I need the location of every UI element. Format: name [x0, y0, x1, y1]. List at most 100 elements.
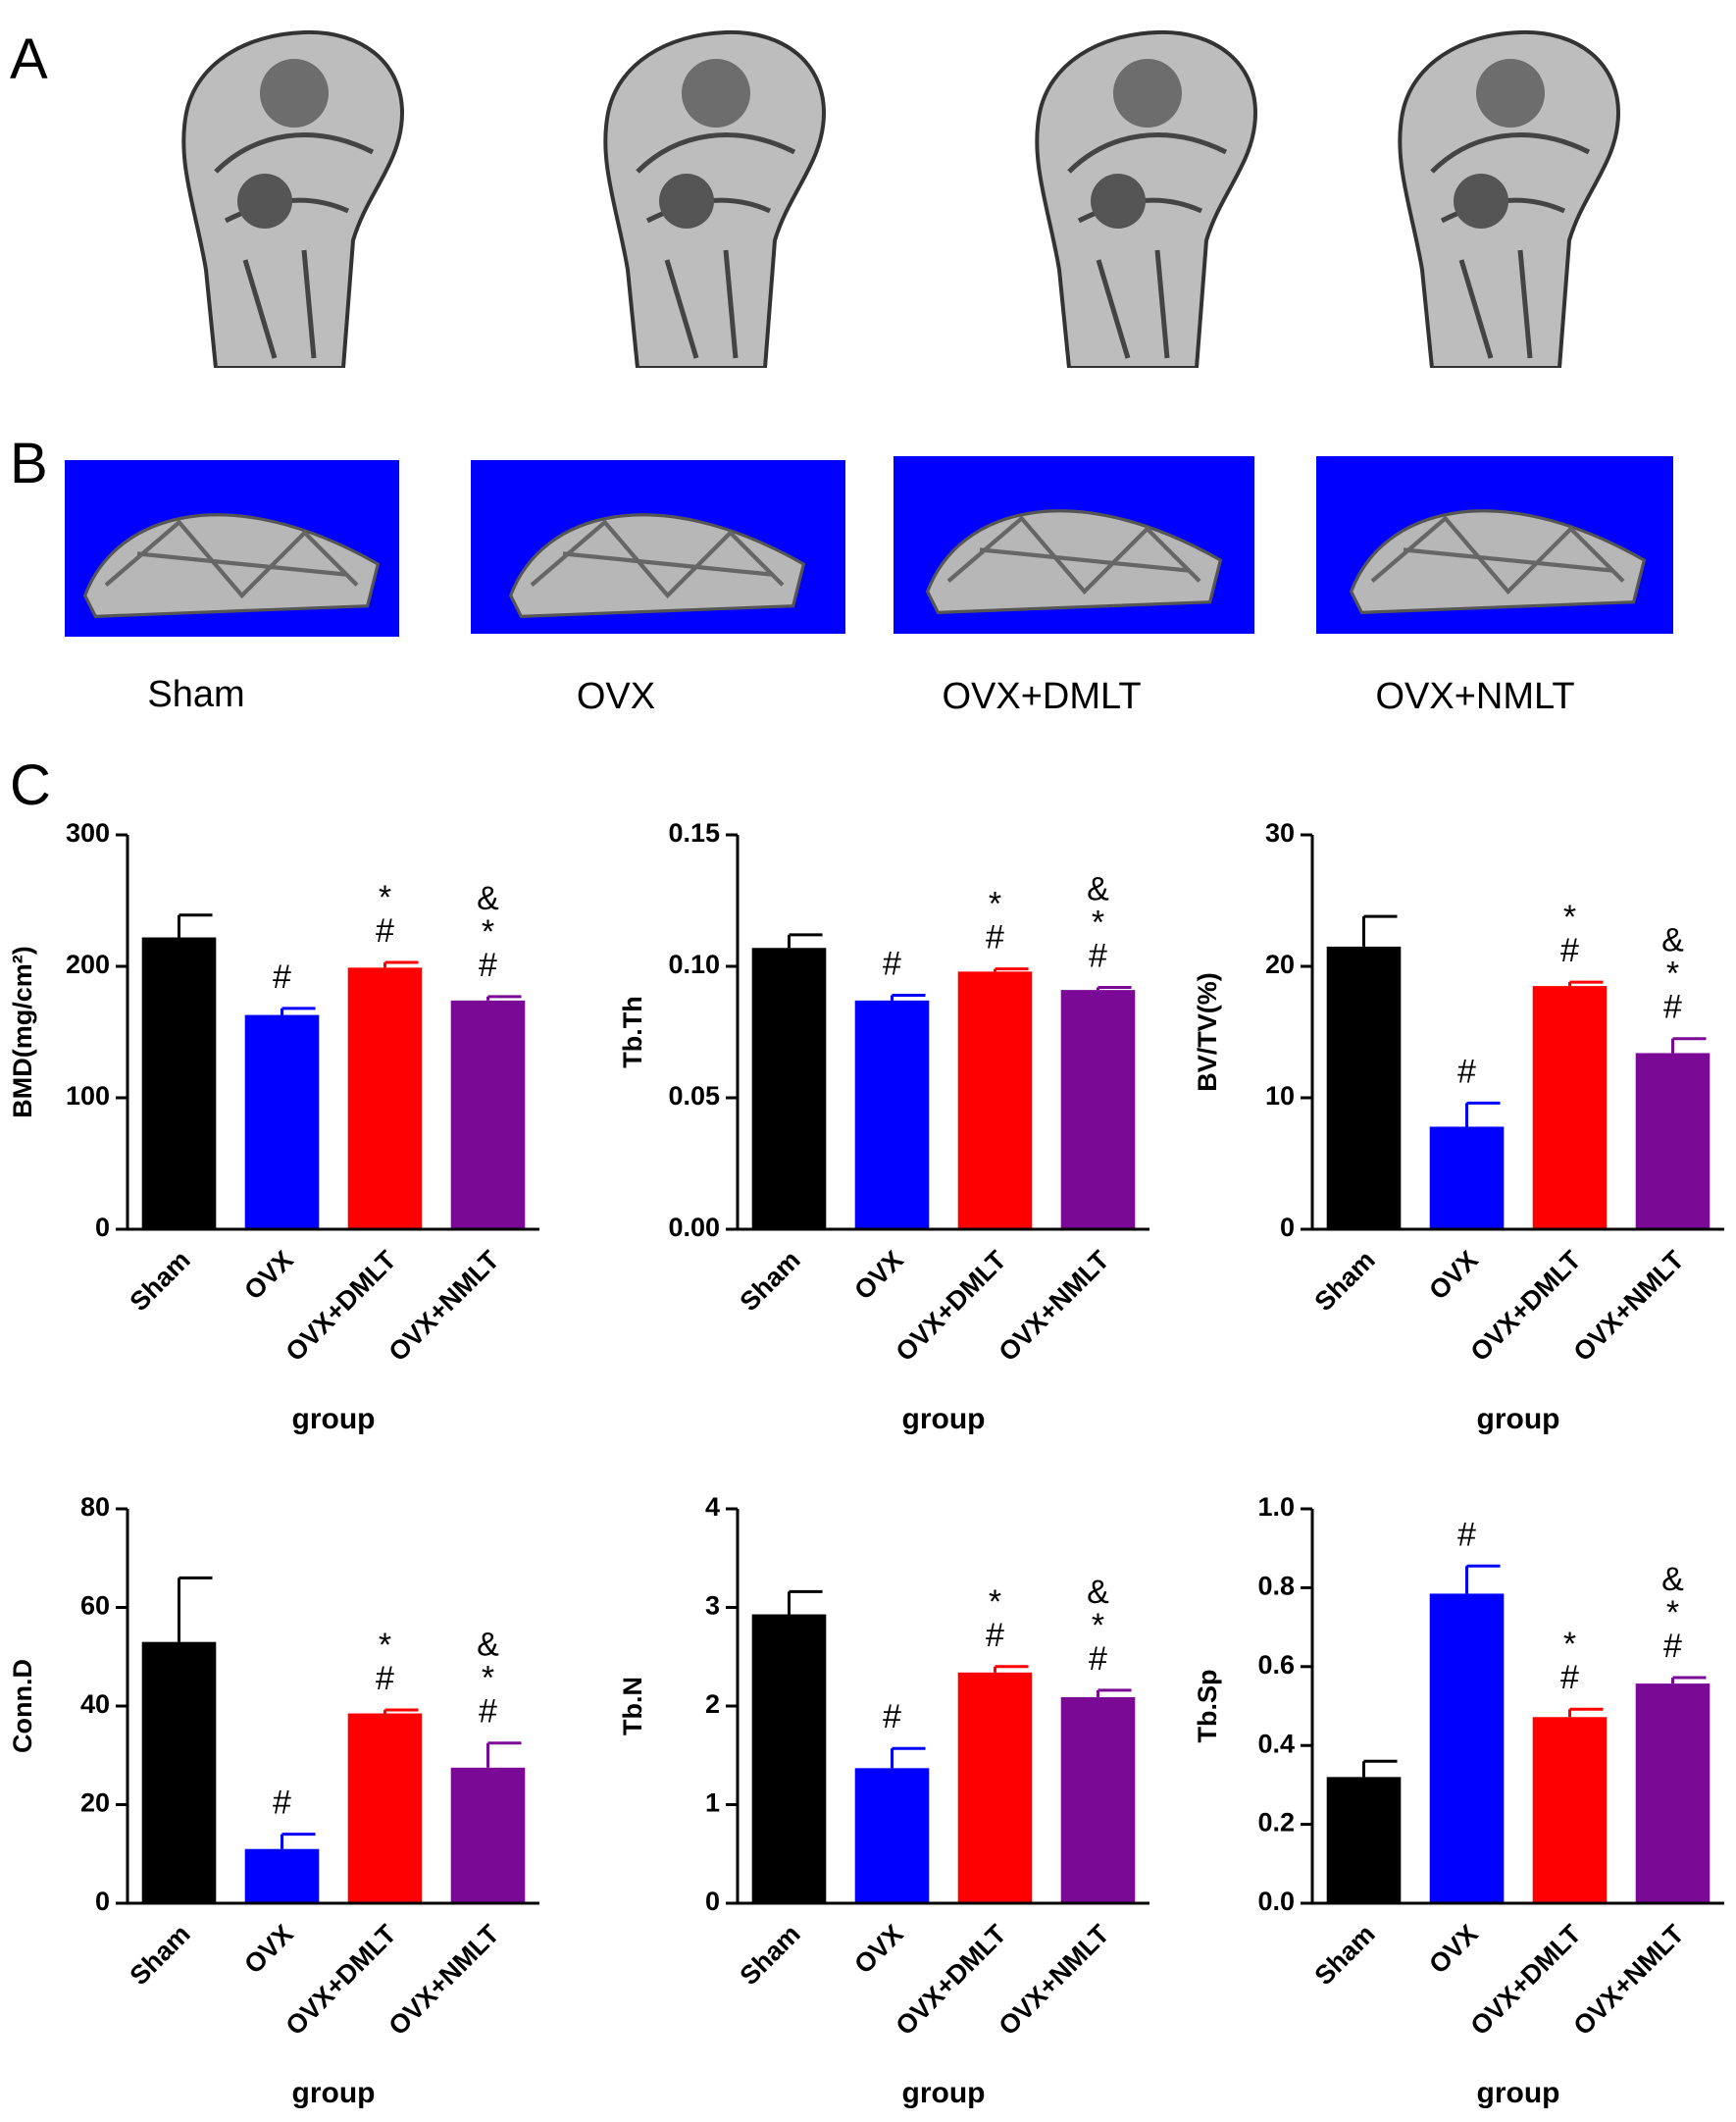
x-tick-label: OVX+NMLT	[993, 1919, 1115, 2042]
annotation: #	[376, 1660, 394, 1697]
y-tick-label: 30	[1265, 818, 1295, 848]
annotation: #	[479, 1693, 497, 1731]
annotation: *	[989, 886, 1001, 923]
annotation: #	[479, 947, 497, 984]
x-axis-label: group	[292, 1403, 376, 1435]
annotation: *	[1092, 1607, 1104, 1644]
x-tick-label: Sham	[735, 1245, 806, 1317]
bar	[244, 1014, 320, 1229]
annotation: &	[1087, 870, 1109, 907]
y-tick-label: 0.10	[668, 950, 720, 979]
y-tick-label: 0.4	[1257, 1729, 1295, 1758]
y-axis-label: BMD(mg/cm²)	[8, 946, 37, 1118]
bar	[751, 948, 827, 1229]
x-axis-label: group	[1477, 2077, 1560, 2109]
annotation: #	[1089, 937, 1107, 974]
y-axis-label: Conn.D	[8, 1659, 37, 1753]
annotation: #	[1089, 1640, 1107, 1678]
y-tick-label: 0.6	[1257, 1650, 1295, 1680]
annotation: #	[986, 919, 1004, 957]
x-tick-label: Sham	[735, 1919, 806, 1991]
y-tick-label: 200	[66, 950, 110, 979]
annotation: #	[1457, 1053, 1476, 1090]
panel-label: C	[10, 753, 51, 817]
annotation: #	[376, 912, 394, 950]
annotation: &	[1661, 1561, 1684, 1598]
annotation: #	[883, 945, 901, 982]
annotation: #	[273, 958, 291, 996]
bar	[141, 937, 217, 1229]
y-tick-label: 0	[95, 1887, 110, 1916]
x-tick-label: Sham	[1309, 1245, 1381, 1317]
group-label: OVX+DMLT	[942, 676, 1141, 717]
x-axis-label: group	[292, 2077, 376, 2109]
x-axis-label: group	[902, 2077, 986, 2109]
x-tick-label: OVX+NMLT	[993, 1245, 1115, 1368]
x-axis-label: group	[902, 1403, 986, 1435]
bar	[1326, 946, 1402, 1229]
y-tick-label: 100	[66, 1081, 110, 1111]
y-axis-label: Tb.Th	[618, 996, 647, 1067]
x-tick-label: OVX+DMLT	[890, 1919, 1012, 2042]
bar	[450, 1767, 526, 1903]
annotation: &	[1661, 922, 1684, 959]
bar	[1532, 986, 1608, 1229]
y-tick-label: 3	[705, 1591, 720, 1621]
annotation: #	[1560, 1659, 1579, 1696]
bar	[751, 1614, 827, 1903]
annotation: #	[1457, 1516, 1476, 1553]
y-tick-label: 2	[705, 1689, 720, 1719]
x-tick-label: OVX	[1423, 1245, 1484, 1306]
bar	[854, 1000, 930, 1229]
y-tick-label: 10	[1265, 1081, 1295, 1111]
bar	[244, 1848, 320, 1903]
bar	[1429, 1593, 1505, 1903]
y-tick-label: 0	[1280, 1213, 1295, 1242]
x-tick-label: OVX	[848, 1919, 909, 1980]
bar	[141, 1641, 217, 1903]
y-axis-label: BV/TV(%)	[1193, 972, 1222, 1092]
panel-label: B	[10, 432, 48, 495]
y-tick-label: 300	[66, 818, 110, 848]
x-tick-label: OVX+DMLT	[1464, 1245, 1587, 1368]
annotation: *	[1666, 1594, 1679, 1631]
y-tick-label: 0.05	[668, 1081, 720, 1111]
y-tick-label: 40	[80, 1689, 110, 1719]
x-tick-label: OVX+DMLT	[280, 1919, 402, 2042]
x-tick-label: Sham	[125, 1919, 196, 1991]
bar	[1635, 1053, 1710, 1229]
annotation: *	[482, 1660, 494, 1697]
y-axis-label: Tb.Sp	[1193, 1670, 1222, 1743]
annotation: #	[883, 1698, 901, 1735]
x-tick-label: OVX	[1423, 1919, 1484, 1980]
bar	[1532, 1717, 1608, 1903]
bar	[347, 1713, 423, 1903]
x-tick-label: OVX+NMLT	[383, 1919, 505, 2042]
annotation: *	[1563, 899, 1576, 936]
bar	[1429, 1126, 1505, 1229]
annotation: #	[273, 1785, 291, 1822]
y-tick-label: 1.0	[1257, 1492, 1295, 1522]
annotation: &	[477, 880, 499, 917]
bar	[1635, 1683, 1710, 1903]
y-tick-label: 0.15	[668, 818, 720, 848]
annotation: #	[986, 1617, 1004, 1654]
bar	[854, 1768, 930, 1903]
x-tick-label: OVX+NMLT	[383, 1245, 505, 1368]
bar	[1326, 1777, 1402, 1903]
annotation: *	[379, 879, 391, 916]
bar	[1060, 990, 1136, 1229]
annotation: *	[379, 1627, 391, 1664]
x-tick-label: OVX+NMLT	[1567, 1919, 1690, 2042]
x-tick-label: OVX	[238, 1919, 299, 1980]
y-tick-label: 20	[80, 1788, 110, 1818]
group-label: Sham	[147, 674, 244, 715]
x-tick-label: Sham	[1309, 1919, 1381, 1991]
y-tick-label: 0	[95, 1213, 110, 1242]
bar	[1060, 1696, 1136, 1903]
annotation: #	[1663, 989, 1682, 1026]
x-tick-label: OVX+DMLT	[280, 1245, 402, 1368]
y-tick-label: 0.00	[668, 1213, 720, 1242]
bar	[957, 971, 1033, 1229]
y-tick-label: 0.8	[1257, 1572, 1295, 1601]
